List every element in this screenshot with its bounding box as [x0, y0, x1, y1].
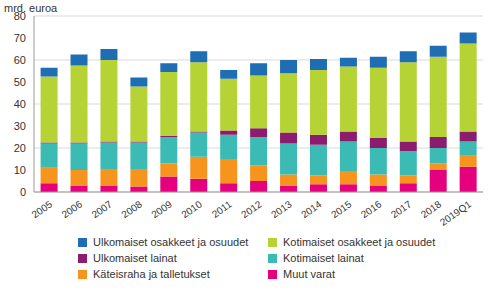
- svg-text:60: 60: [14, 54, 26, 66]
- svg-text:70: 70: [14, 32, 26, 44]
- svg-text:2015: 2015: [329, 198, 354, 220]
- svg-text:80: 80: [14, 10, 26, 22]
- svg-text:40: 40: [14, 98, 26, 110]
- svg-text:50: 50: [14, 76, 26, 88]
- svg-text:2017: 2017: [389, 198, 414, 220]
- svg-text:2010: 2010: [179, 198, 204, 220]
- svg-text:2009: 2009: [149, 198, 174, 220]
- svg-text:2013: 2013: [269, 198, 294, 220]
- svg-text:2011: 2011: [210, 198, 234, 220]
- svg-text:20: 20: [14, 142, 26, 154]
- svg-text:2006: 2006: [60, 198, 85, 220]
- svg-text:2019Q1: 2019Q1: [438, 198, 474, 228]
- svg-text:2012: 2012: [239, 198, 264, 220]
- svg-text:2008: 2008: [119, 198, 144, 220]
- svg-text:2014: 2014: [299, 198, 324, 220]
- svg-text:30: 30: [14, 120, 26, 132]
- svg-text:2007: 2007: [90, 198, 115, 220]
- svg-text:0: 0: [20, 186, 26, 198]
- svg-text:10: 10: [14, 164, 26, 176]
- svg-text:2016: 2016: [359, 198, 384, 220]
- svg-text:2005: 2005: [30, 198, 55, 220]
